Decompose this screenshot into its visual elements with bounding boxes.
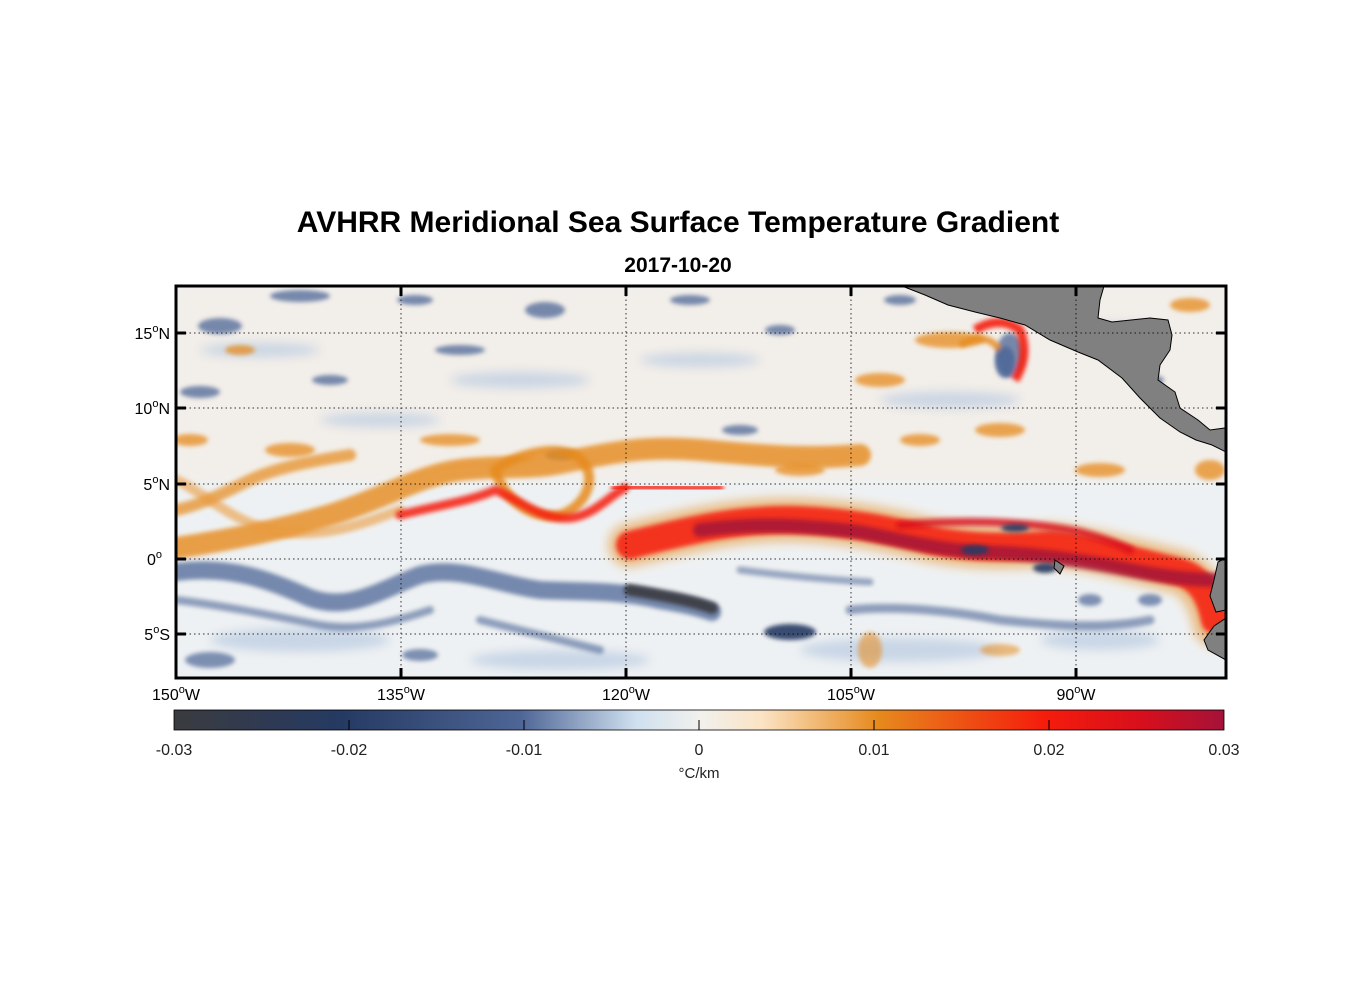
colorbar-tick-label: -0.01 [506, 742, 543, 759]
colorbar-unit-label: °C/km [679, 765, 720, 782]
lat-label-0: 0o [147, 549, 162, 569]
colorbar-tick-label: 0.02 [1033, 742, 1064, 759]
cold-eddy [764, 624, 816, 640]
lat-label-10n: 10oN [135, 398, 170, 418]
lat-label-5n: 5oN [143, 474, 170, 494]
colorbar: -0.03 -0.02 -0.01 0 0.01 0.02 0.03 °C/km [156, 709, 1240, 782]
lon-label-135w: 135oW [377, 684, 426, 704]
lon-label-150w: 150oW [152, 684, 201, 704]
front-cold-eddies [961, 524, 1057, 573]
latitude-labels: 15oN 10oN 5oN 0o 5oS [135, 323, 170, 644]
colorbar-ticks [348, 720, 1050, 730]
lon-label-105w: 105oW [827, 684, 876, 704]
map-frame [174, 284, 1228, 680]
colorbar-tick-label: -0.03 [156, 742, 193, 759]
figure-date: 2017-10-20 [624, 254, 732, 277]
northern-warm-band [176, 437, 871, 559]
frame-ticks [176, 286, 1226, 678]
colorbar-tick-label: 0 [695, 742, 704, 759]
north-cold-patches [180, 290, 1164, 460]
galapagos-land [1053, 559, 1065, 575]
colorbar-tick-label: -0.02 [331, 742, 368, 759]
lat-label-5s: 5oS [144, 624, 170, 644]
figure-title: AVHRR Meridional Sea Surface Temperature… [296, 206, 1060, 239]
tehuantepec-eddy [958, 318, 1029, 383]
longitude-labels: 150oW 135oW 120oW 105oW 90oW [152, 684, 1096, 704]
lon-label-120w: 120oW [602, 684, 651, 704]
southern-cold-band [176, 561, 1155, 654]
sst-gradient-field [176, 286, 1226, 678]
colorbar-tick-label: 0.01 [858, 742, 889, 759]
lon-label-90w: 90oW [1056, 684, 1096, 704]
colorbar-tick-label: 0.03 [1208, 742, 1239, 759]
lat-label-15n: 15oN [135, 323, 170, 343]
